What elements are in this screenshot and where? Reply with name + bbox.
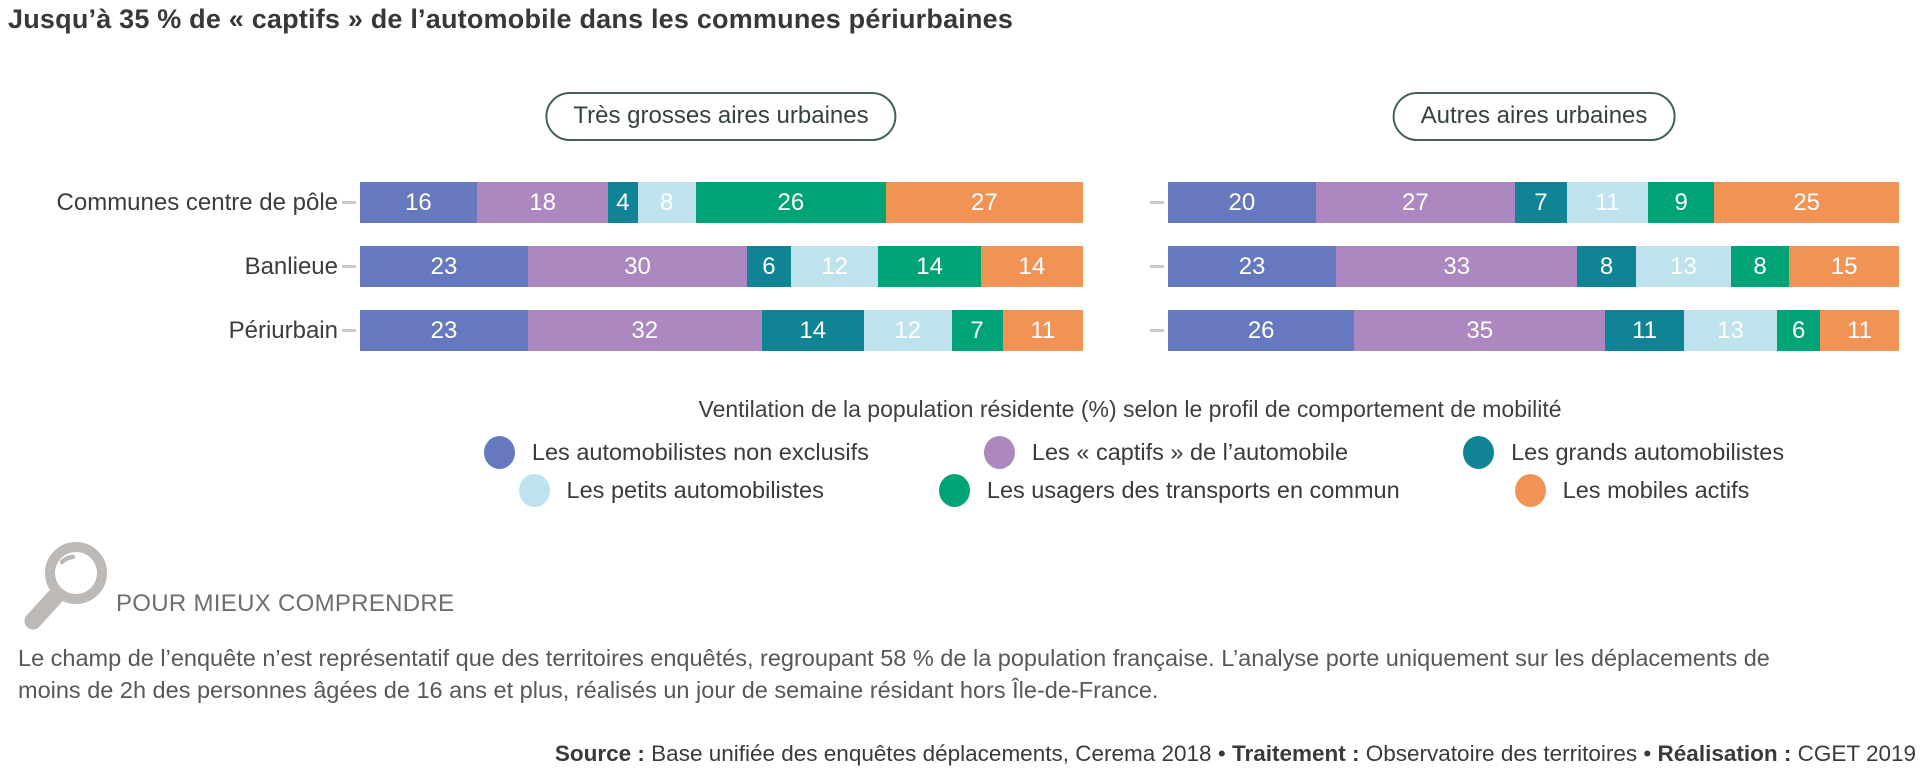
bar-segment: 30 <box>527 246 748 287</box>
legend-swatch <box>983 436 1015 469</box>
axis-tick <box>1150 329 1164 332</box>
bar-segment: 23 <box>360 310 528 351</box>
row-label: Banlieue <box>244 252 338 280</box>
legend: Les automobilistes non exclusifs Les « ca… <box>340 436 1928 507</box>
page-title: Jusqu’à 35 % de « captifs » de l’automob… <box>8 4 1014 34</box>
source-label: Source : <box>554 741 645 766</box>
bar-segment: 7 <box>951 310 1003 351</box>
traitement-text: Observatoire des territoires <box>1365 741 1638 766</box>
legend-swatch <box>1514 474 1546 507</box>
bar-segment: 12 <box>863 310 952 351</box>
legend-label: Les usagers des transports en commun <box>986 477 1400 503</box>
stacked-bar: 16 18 4 8 26 27 <box>360 182 1083 223</box>
legend-swatch <box>483 436 515 469</box>
bar-segment: 27 <box>885 182 1083 223</box>
bar-segment: 9 <box>1647 182 1715 223</box>
legend-label: Les mobiles actifs <box>1562 477 1750 503</box>
group-header-tres-grosses-aires: Très grosses aires urbaines <box>545 92 897 141</box>
bar-segment: 12 <box>790 246 879 287</box>
legend-swatch <box>518 474 550 507</box>
realisation-text: CGET 2019 <box>1797 741 1916 766</box>
bar-segment: 33 <box>1336 246 1578 287</box>
legend-label: Les petits automobilistes <box>566 477 824 503</box>
bar-segment: 11 <box>1002 310 1083 351</box>
legend-item: Les petits automobilistes <box>518 474 824 507</box>
bar-segment: 32 <box>527 310 762 351</box>
stacked-bar: 23 33 8 13 8 15 <box>1168 246 1899 287</box>
bar-segment: 27 <box>1315 182 1516 223</box>
legend-label: Les grands automobilistes <box>1511 439 1785 465</box>
bar-segment: 26 <box>695 182 886 223</box>
traitement-label: Traitement : <box>1231 741 1360 766</box>
bar-segment: 25 <box>1714 182 1899 223</box>
bar-segment: 23 <box>360 246 528 287</box>
bar-segment: 13 <box>1683 310 1778 351</box>
bar-segment: 14 <box>761 310 864 351</box>
stacked-bar: 23 32 14 12 7 11 <box>360 310 1083 351</box>
source-text: Base unifiée des enquêtes déplacements, … <box>651 741 1212 766</box>
explain-heading: POUR MIEUX COMPRENDRE <box>116 590 455 617</box>
axis-tick <box>342 265 356 268</box>
legend-label: Les « captifs » de l’automobile <box>1031 439 1349 465</box>
group-header-autres-aires: Autres aires urbaines <box>1392 92 1676 141</box>
bar-segment: 14 <box>878 246 981 287</box>
stacked-bar: 20 27 7 11 9 25 <box>1168 182 1899 223</box>
legend-item: Les mobiles actifs <box>1514 474 1750 507</box>
legend-row: Les petits automobilistes Les usagers des… <box>518 474 1750 507</box>
bar-segment: 4 <box>608 182 638 223</box>
bar-segment: 35 <box>1354 310 1606 351</box>
chart-subtitle: Ventilation de la population résidente (… <box>698 396 1562 422</box>
stacked-bar: 26 35 11 13 6 11 <box>1168 310 1899 351</box>
bar-segment: 13 <box>1635 246 1731 287</box>
bar-segment: 16 <box>360 182 477 223</box>
bar-segment: 8 <box>637 182 696 223</box>
bar-segment: 6 <box>1777 310 1821 351</box>
bar-segment: 20 <box>1168 182 1316 223</box>
explain-text: Le champ de l’enquête n’est représentati… <box>18 645 1770 703</box>
bar-segment: 8 <box>1730 246 1790 287</box>
axis-tick <box>342 201 356 204</box>
axis-tick <box>342 329 356 332</box>
bar-segment: 11 <box>1605 310 1684 351</box>
axis-tick <box>1150 201 1164 204</box>
separator: • <box>1217 741 1226 766</box>
realisation-label: Réalisation : <box>1657 741 1792 766</box>
legend-label: Les automobilistes non exclusifs <box>531 439 869 465</box>
row-label: Périurbain <box>228 316 338 344</box>
legend-item: Les automobilistes non exclusifs <box>483 436 869 469</box>
bar-segment: 18 <box>476 182 609 223</box>
source-line: Source : Base unifiée des enquêtes dépla… <box>0 741 1916 767</box>
bar-segment: 6 <box>747 246 791 287</box>
legend-item: Les « captifs » de l’automobile <box>983 436 1349 469</box>
bar-segment: 11 <box>1566 182 1648 223</box>
bar-segment: 8 <box>1577 246 1636 287</box>
legend-item: Les usagers des transports en commun <box>938 474 1400 507</box>
axis-tick <box>1150 265 1164 268</box>
bar-segment: 7 <box>1515 182 1567 223</box>
bar-segment: 15 <box>1789 246 1899 287</box>
bar-segment: 26 <box>1168 310 1355 351</box>
legend-row: Les automobilistes non exclusifs Les « ca… <box>483 436 1784 469</box>
legend-swatch <box>938 474 970 507</box>
legend-swatch <box>1463 436 1495 469</box>
bar-segment: 11 <box>1820 310 1899 351</box>
magnifier-icon <box>24 542 107 630</box>
legend-item: Les grands automobilistes <box>1463 436 1784 469</box>
separator: • <box>1643 741 1652 766</box>
stacked-bar: 23 30 6 12 14 14 <box>360 246 1083 287</box>
bar-segment: 23 <box>1168 246 1337 287</box>
row-label: Communes centre de pôle <box>56 188 338 216</box>
bar-segment: 14 <box>980 246 1083 287</box>
